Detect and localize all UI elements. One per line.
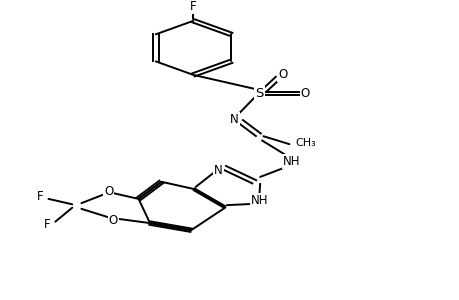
Text: S: S: [255, 87, 263, 100]
Text: O: O: [277, 68, 286, 81]
Text: NH: NH: [251, 194, 268, 207]
Text: N: N: [230, 112, 238, 126]
Text: F: F: [190, 0, 196, 13]
Text: O: O: [108, 214, 118, 227]
Text: F: F: [44, 218, 50, 231]
Text: CH₃: CH₃: [294, 138, 315, 148]
Text: NH: NH: [282, 155, 300, 168]
Text: O: O: [104, 185, 113, 198]
Text: F: F: [37, 190, 44, 202]
Text: O: O: [300, 87, 309, 100]
Text: N: N: [214, 164, 223, 177]
